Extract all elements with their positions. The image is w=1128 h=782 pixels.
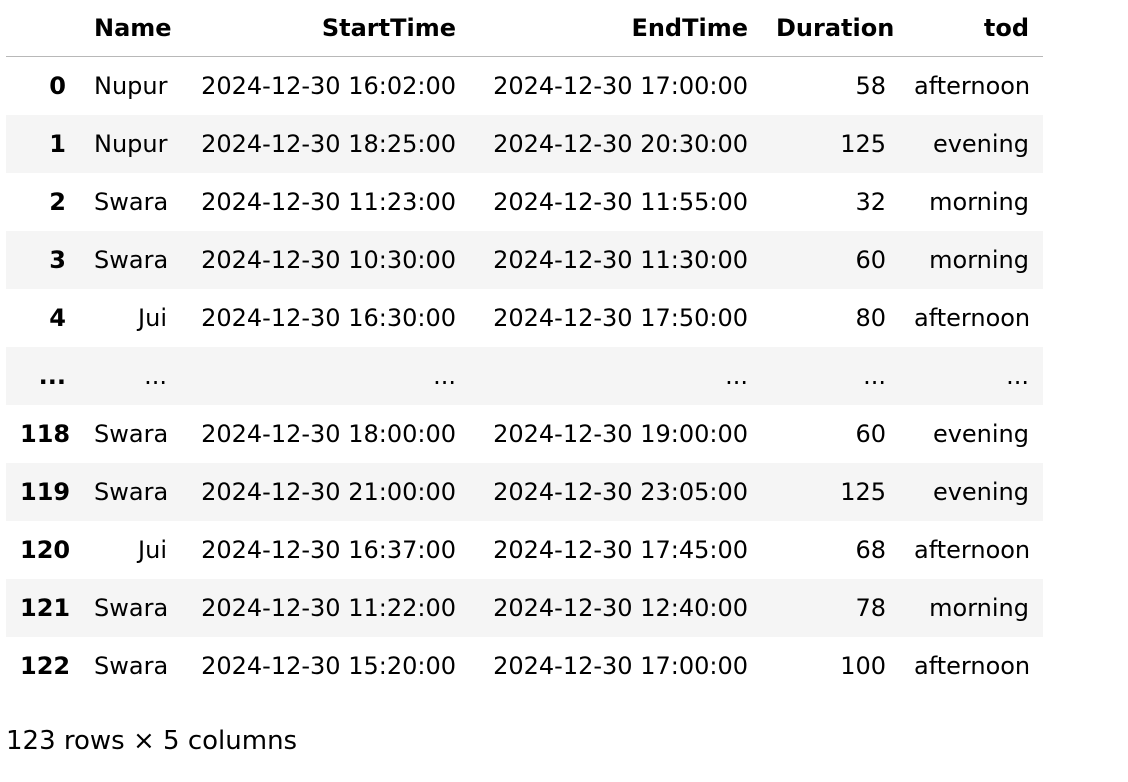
row-index: 122 <box>20 651 71 680</box>
cell-starttime: 2024-12-30 16:02:00 <box>201 71 456 100</box>
cell-starttime: 2024-12-30 10:30:00 <box>201 245 456 274</box>
cell-duration: 68 <box>855 535 886 564</box>
cell-tod: evening <box>932 477 1029 506</box>
cell-tod: afternoon <box>914 303 1031 332</box>
row-index: 118 <box>20 419 71 448</box>
cell-endtime: 2024-12-30 17:45:00 <box>493 535 748 564</box>
table-row: 121 Swara 2024-12-30 11:22:00 2024-12-30… <box>6 578 1043 637</box>
cell-endtime: ... <box>725 361 748 390</box>
cell-duration: 125 <box>840 129 886 158</box>
table-shape-summary: 123 rows × 5 columns <box>6 726 298 756</box>
cell-tod: evening <box>932 419 1029 448</box>
cell-duration: 100 <box>840 651 886 680</box>
cell-duration: 60 <box>855 419 886 448</box>
cell-duration: 60 <box>855 245 886 274</box>
cell-name: Swara <box>94 593 169 622</box>
table-row: 1 Nupur 2024-12-30 18:25:00 2024-12-30 2… <box>6 114 1043 173</box>
cell-starttime: ... <box>433 361 456 390</box>
cell-name: Jui <box>138 303 167 332</box>
cell-starttime: 2024-12-30 11:23:00 <box>201 187 456 216</box>
row-index: 119 <box>20 477 71 506</box>
header-endtime: EndTime <box>470 0 762 57</box>
cell-duration: 80 <box>855 303 886 332</box>
cell-duration: 78 <box>855 593 886 622</box>
table-row: 2 Swara 2024-12-30 11:23:00 2024-12-30 1… <box>6 173 1043 231</box>
table-row: 119 Swara 2024-12-30 21:00:00 2024-12-30… <box>6 462 1043 521</box>
cell-starttime: 2024-12-30 11:22:00 <box>201 593 456 622</box>
cell-tod: afternoon <box>914 651 1031 680</box>
row-index: 1 <box>49 129 66 158</box>
cell-duration: 58 <box>855 71 886 100</box>
row-index: ... <box>38 361 66 390</box>
header-tod: tod <box>900 0 1043 57</box>
cell-starttime: 2024-12-30 21:00:00 <box>201 477 456 506</box>
cell-tod: morning <box>929 593 1029 622</box>
cell-starttime: 2024-12-30 15:20:00 <box>201 651 456 680</box>
cell-name: Swara <box>94 187 169 216</box>
header-row: Name StartTime EndTime Duration tod <box>6 0 1043 57</box>
cell-tod: afternoon <box>914 71 1031 100</box>
cell-endtime: 2024-12-30 17:00:00 <box>493 71 748 100</box>
cell-endtime: 2024-12-30 17:00:00 <box>493 651 748 680</box>
table-header: Name StartTime EndTime Duration tod <box>6 0 1043 57</box>
cell-tod: ... <box>1006 361 1029 390</box>
table-row: 4 Jui 2024-12-30 16:30:00 2024-12-30 17:… <box>6 289 1043 347</box>
cell-name: Swara <box>94 245 169 274</box>
header-name: Name <box>80 0 181 57</box>
cell-tod: evening <box>932 129 1029 158</box>
cell-name: Nupur <box>94 71 168 100</box>
cell-name: Jui <box>138 535 167 564</box>
table-row-ellipsis: ... ... ... ... ... ... <box>6 346 1043 405</box>
cell-duration: ... <box>863 361 886 390</box>
header-duration: Duration <box>762 0 900 57</box>
cell-endtime: 2024-12-30 23:05:00 <box>493 477 748 506</box>
header-starttime: StartTime <box>181 0 470 57</box>
cell-name: Swara <box>94 477 169 506</box>
row-index: 0 <box>49 71 66 100</box>
cell-endtime: 2024-12-30 12:40:00 <box>493 593 748 622</box>
cell-tod: morning <box>929 245 1029 274</box>
row-index: 3 <box>49 245 66 274</box>
cell-starttime: 2024-12-30 18:25:00 <box>201 129 456 158</box>
cell-endtime: 2024-12-30 19:00:00 <box>493 419 748 448</box>
cell-tod: afternoon <box>914 535 1031 564</box>
table-row: 122 Swara 2024-12-30 15:20:00 2024-12-30… <box>6 637 1043 695</box>
cell-name: Swara <box>94 651 169 680</box>
cell-duration: 125 <box>840 477 886 506</box>
cell-name: ... <box>144 361 167 390</box>
cell-name: Swara <box>94 419 169 448</box>
table-body: 0 Nupur 2024-12-30 16:02:00 2024-12-30 1… <box>6 57 1043 695</box>
table-row: 118 Swara 2024-12-30 18:00:00 2024-12-30… <box>6 405 1043 463</box>
cell-endtime: 2024-12-30 17:50:00 <box>493 303 748 332</box>
table-row: 0 Nupur 2024-12-30 16:02:00 2024-12-30 1… <box>6 57 1043 115</box>
dataframe-table: Name StartTime EndTime Duration tod 0 Nu… <box>6 0 1043 695</box>
table-row: 120 Jui 2024-12-30 16:37:00 2024-12-30 1… <box>6 521 1043 579</box>
row-index: 2 <box>49 187 66 216</box>
table-row: 3 Swara 2024-12-30 10:30:00 2024-12-30 1… <box>6 230 1043 289</box>
row-index: 120 <box>20 535 71 564</box>
cell-name: Nupur <box>94 129 168 158</box>
cell-endtime: 2024-12-30 11:55:00 <box>493 187 748 216</box>
row-index: 121 <box>20 593 71 622</box>
cell-starttime: 2024-12-30 16:37:00 <box>201 535 456 564</box>
cell-duration: 32 <box>855 187 886 216</box>
cell-endtime: 2024-12-30 11:30:00 <box>493 245 748 274</box>
cell-endtime: 2024-12-30 20:30:00 <box>493 129 748 158</box>
cell-starttime: 2024-12-30 18:00:00 <box>201 419 456 448</box>
header-index <box>6 0 80 57</box>
row-index: 4 <box>49 303 66 332</box>
cell-starttime: 2024-12-30 16:30:00 <box>201 303 456 332</box>
cell-tod: morning <box>929 187 1029 216</box>
